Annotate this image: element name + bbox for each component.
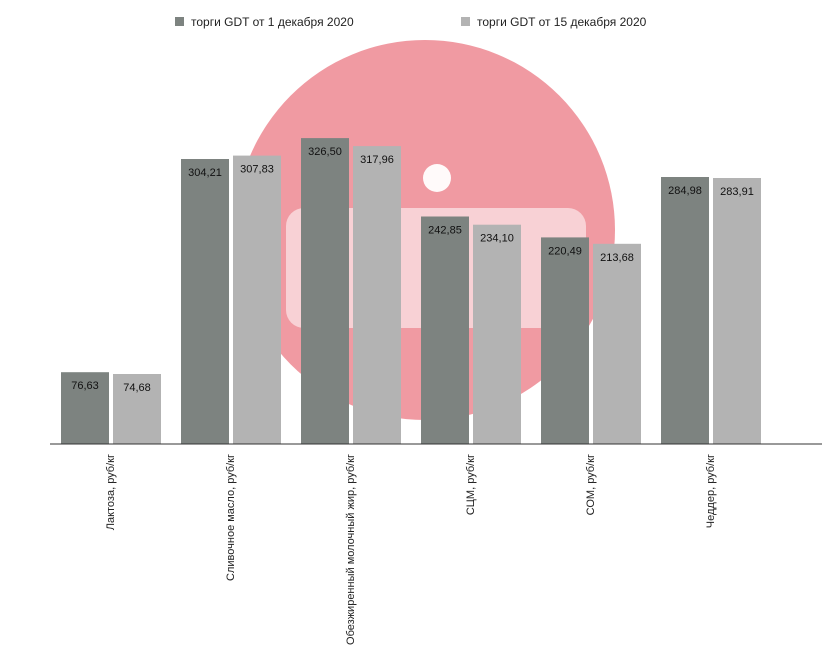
value-label-series-1-cat-1: 76,63 (71, 380, 99, 392)
value-label-series-1-cat-4: 242,85 (428, 225, 462, 237)
bar-series-1-cat-1 (61, 372, 109, 444)
bar-series-2-cat-4 (473, 224, 521, 444)
bar-series-1-cat-4 (421, 216, 469, 444)
bar-series-2-cat-2 (233, 155, 281, 444)
bar-series-2-cat-3 (353, 146, 401, 444)
legend-label-series-2: торги GDT от 15 декабря 2020 (477, 15, 647, 29)
value-label-series-2-cat-6: 283,91 (720, 186, 754, 198)
bar-series-2-cat-5 (593, 243, 641, 444)
bar-series-1-cat-2 (181, 159, 229, 444)
chart-legend: торги GDT от 1 декабря 2020 торги GDT от… (175, 15, 647, 29)
legend-label-series-1: торги GDT от 1 декабря 2020 (191, 15, 354, 29)
bars-group (61, 138, 761, 444)
bar-series-1-cat-6 (661, 177, 709, 444)
legend-swatch-series-2 (461, 17, 470, 26)
value-label-series-2-cat-3: 317,96 (360, 154, 394, 166)
value-label-series-1-cat-2: 304,21 (188, 167, 222, 179)
bar-series-2-cat-1 (113, 374, 161, 444)
category-label-5: СОМ, руб/кг (585, 454, 597, 515)
value-label-series-2-cat-2: 307,83 (240, 164, 274, 176)
category-label-4: СЦМ, руб/кг (465, 454, 477, 515)
value-label-series-2-cat-4: 234,10 (480, 233, 514, 245)
category-label-2: Сливочное масло, руб/кг (225, 454, 237, 581)
category-labels-group: Лактоза, руб/кг Сливочное масло, руб/кг Об… (105, 454, 717, 645)
value-label-series-2-cat-5: 213,68 (600, 252, 634, 264)
bar-series-1-cat-5 (541, 237, 589, 444)
value-label-series-2-cat-1: 74,68 (123, 382, 151, 394)
legend-swatch-series-1 (175, 17, 184, 26)
value-label-series-1-cat-3: 326,50 (308, 146, 342, 158)
bar-series-2-cat-6 (713, 178, 761, 444)
value-label-series-1-cat-6: 284,98 (668, 185, 702, 197)
category-label-3: Обезжиренный молочный жир, руб/кг (345, 454, 357, 645)
category-label-6: Чеддер, руб/кг (705, 454, 717, 528)
value-labels-group: 76,63 74,68 304,21 307,83 326,50 317,96 242,85… (71, 146, 754, 394)
bar-series-1-cat-3 (301, 138, 349, 444)
value-label-series-1-cat-5: 220,49 (548, 245, 582, 257)
category-label-1: Лактоза, руб/кг (105, 454, 117, 530)
